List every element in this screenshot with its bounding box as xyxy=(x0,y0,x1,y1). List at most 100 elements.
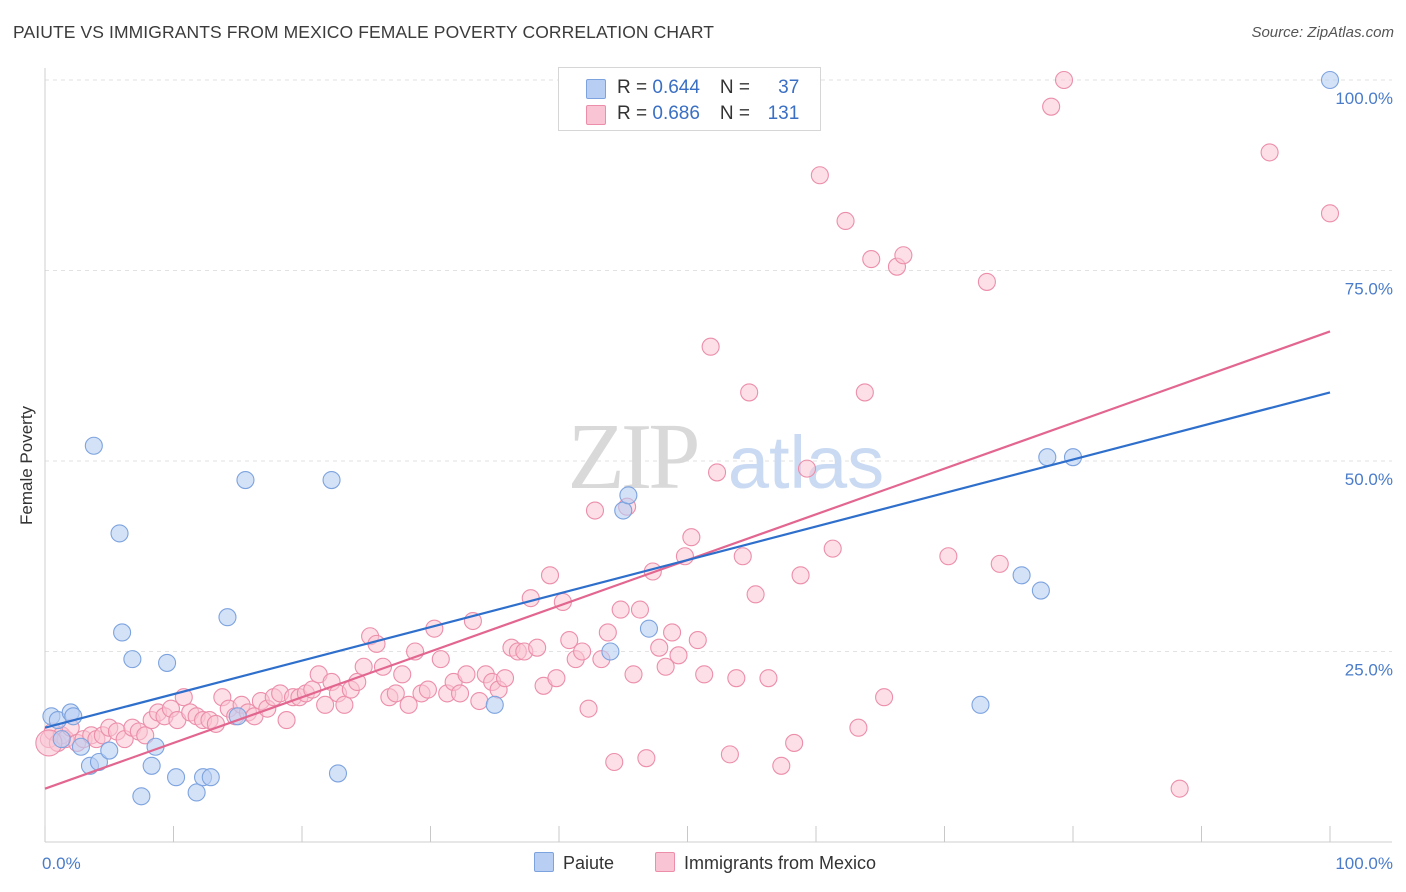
y-tick-label: 100.0% xyxy=(1335,89,1393,108)
data-point-mexico xyxy=(855,383,874,402)
data-point-mexico xyxy=(772,756,791,775)
axes xyxy=(44,68,1392,843)
source-label: Source: ZipAtlas.com xyxy=(1251,24,1394,41)
tick-labels: 25.0% 50.0% 75.0% 100.0% 0.0% 100.0% xyxy=(42,89,1393,873)
data-point-mexico xyxy=(759,669,778,688)
data-point-mexico xyxy=(451,684,470,703)
data-point-mexico xyxy=(939,547,958,566)
legend-n-value: 131 xyxy=(767,103,800,124)
legend-swatch-paiute xyxy=(586,79,606,99)
data-point-mexico xyxy=(1054,70,1074,90)
data-point-mexico xyxy=(708,463,727,482)
data-point-mexico xyxy=(849,718,868,737)
data-point-mexico xyxy=(1320,204,1340,223)
x-tick-label: 0.0% xyxy=(42,854,81,873)
legend-swatch-mexico xyxy=(586,105,606,125)
data-point-mexico xyxy=(1170,779,1189,798)
data-point-mexico xyxy=(875,688,894,707)
data-point-paiute xyxy=(158,653,177,672)
data-point-mexico xyxy=(695,665,714,684)
bottom-legend-swatch-mexico xyxy=(655,852,675,872)
data-point-paiute xyxy=(123,650,142,669)
data-point-mexico xyxy=(810,166,829,185)
data-point-mexico xyxy=(393,665,412,684)
data-point-mexico xyxy=(656,657,675,676)
data-point-paiute xyxy=(218,608,237,627)
watermark: ZIP atlas xyxy=(568,405,885,509)
data-point-paiute xyxy=(971,695,990,714)
legend-r-value: 0.686 xyxy=(652,103,700,124)
data-point-mexico xyxy=(348,672,367,692)
legend-n-label: N = xyxy=(719,103,756,124)
data-point-mexico xyxy=(836,211,855,231)
data-point-mexico xyxy=(740,383,759,402)
y-tick-label: 75.0% xyxy=(1345,280,1393,299)
data-point-paiute xyxy=(71,737,91,756)
data-point-mexico xyxy=(573,642,592,661)
data-point-mexico xyxy=(630,600,650,619)
data-point-paiute xyxy=(236,470,255,490)
data-point-mexico xyxy=(418,680,437,699)
y-tick-label: 25.0% xyxy=(1345,661,1393,680)
data-point-mexico xyxy=(862,250,881,269)
chart-title: PAIUTE VS IMMIGRANTS FROM MEXICO FEMALE … xyxy=(13,22,715,42)
data-point-mexico xyxy=(733,547,752,566)
data-point-mexico xyxy=(727,669,746,688)
data-point-mexico xyxy=(316,695,335,714)
data-point-mexico xyxy=(528,638,547,657)
legend-row-mexico: R = 0.686 N = 131 xyxy=(559,103,820,127)
data-point-paiute xyxy=(167,768,186,787)
data-point-mexico xyxy=(431,650,450,669)
data-point-paiute xyxy=(84,436,103,455)
series-paiute-points xyxy=(42,70,1340,806)
bottom-legend-label-paiute: Paiute xyxy=(563,853,615,873)
legend-r-value: 0.644 xyxy=(652,77,700,98)
data-point-mexico xyxy=(1260,143,1279,162)
legend-r-label: R = xyxy=(617,103,653,124)
data-point-paiute xyxy=(614,501,633,520)
data-point-mexico xyxy=(585,501,605,520)
data-point-paiute xyxy=(113,623,132,642)
data-point-paiute xyxy=(1320,70,1340,90)
trend-line-paiute xyxy=(44,391,1331,729)
data-point-paiute xyxy=(601,642,620,661)
data-point-mexico xyxy=(579,699,598,718)
data-point-mexico xyxy=(990,554,1009,573)
legend-row-paiute: R = 0.644 N = 37 xyxy=(559,77,820,101)
data-point-paiute xyxy=(132,787,151,806)
data-point-paiute xyxy=(201,768,220,787)
data-point-paiute xyxy=(322,470,341,490)
bottom-legend-paiute: Paiute xyxy=(534,852,614,874)
data-point-mexico xyxy=(521,589,540,608)
data-point-mexico xyxy=(682,528,701,547)
data-point-mexico xyxy=(277,711,296,730)
data-point-mexico xyxy=(650,638,669,657)
data-point-mexico xyxy=(797,459,817,478)
bottom-legend-swatch-paiute xyxy=(534,852,554,872)
data-point-paiute xyxy=(52,730,71,749)
data-point-mexico xyxy=(791,566,810,585)
data-point-paiute xyxy=(1038,448,1057,467)
data-point-mexico xyxy=(560,631,579,650)
data-point-mexico xyxy=(457,665,476,684)
data-point-paiute xyxy=(619,486,638,505)
data-point-paiute xyxy=(328,764,348,783)
grid-lines xyxy=(45,79,1392,652)
data-point-mexico xyxy=(495,669,515,688)
data-point-mexico xyxy=(598,623,617,642)
data-point-mexico xyxy=(720,745,739,764)
trend-lines xyxy=(44,330,1331,790)
data-point-paiute xyxy=(485,695,504,714)
data-point-paiute xyxy=(639,619,659,638)
data-point-mexico xyxy=(1042,97,1061,116)
data-point-paiute xyxy=(1012,566,1031,585)
data-point-mexico xyxy=(624,665,643,684)
data-point-paiute xyxy=(110,524,129,543)
data-point-mexico xyxy=(399,695,418,714)
data-point-paiute xyxy=(1031,581,1050,600)
data-point-mexico xyxy=(637,749,656,768)
data-point-mexico xyxy=(746,585,765,604)
data-point-paiute xyxy=(187,783,206,802)
data-point-mexico xyxy=(540,566,560,585)
